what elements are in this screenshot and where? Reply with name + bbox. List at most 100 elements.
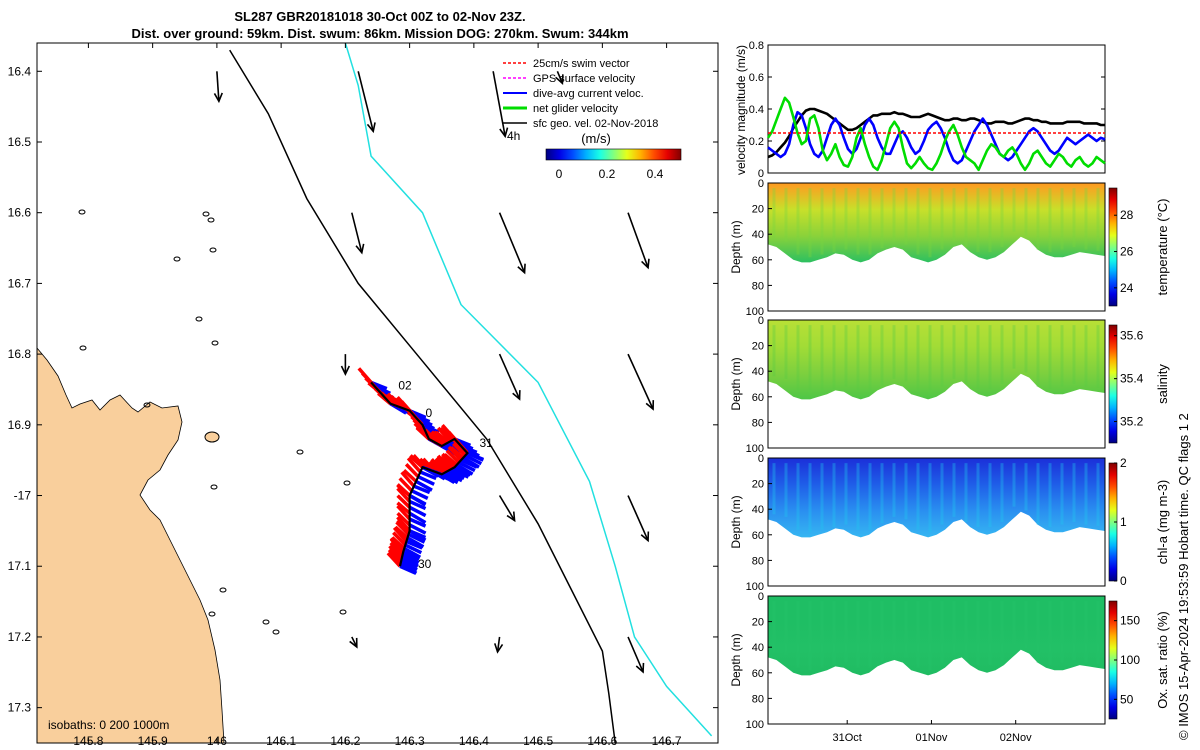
section-frame [767, 319, 1106, 449]
glider-track-group: 30 31 0 02 [357, 367, 493, 575]
sfc-geo-vector-shaft [496, 636, 501, 653]
colorbar-tick-02: 0.2 [599, 167, 616, 181]
section-x-tick-label: 31Oct [833, 732, 862, 744]
map-x-tick-label: 146 [207, 734, 227, 748]
swim-vector [430, 458, 446, 475]
sfc-geo-vector [492, 71, 509, 139]
map-colorbar: (m/s) 0 0.2 0.4 [545, 131, 682, 181]
section-y-tick-label: 0 [758, 315, 764, 327]
sfc-geo-vector-shaft [351, 212, 363, 253]
dive-avg-vector [408, 511, 427, 525]
sfc-geo-vector-shaft [216, 71, 220, 102]
reef-outline [207, 217, 215, 223]
dive-avg-vector [403, 547, 422, 559]
reef-outline [219, 587, 227, 593]
dive-avg-vector [408, 517, 427, 528]
map-x-tick-label: 146.5 [523, 734, 553, 748]
sfc-geo-vector-shaft [351, 636, 358, 648]
sfc-geo-vector-head [512, 390, 521, 401]
dive-avg-vector [411, 489, 429, 500]
section-colorbar-tick-label: 35.4 [1120, 372, 1144, 386]
section-y-tick-label: 0 [758, 178, 764, 190]
velocity-y-tick-label: 0 [758, 168, 764, 180]
map-x-tick-label: 146.3 [395, 734, 425, 748]
velocity-series-line [767, 110, 1106, 165]
sfc-geo-vector [498, 353, 521, 401]
section-y-tick-label: 60 [752, 530, 764, 542]
velocity-y-label: velocity magnitude (m/s) [734, 45, 748, 175]
dive-avg-vector [408, 494, 427, 507]
sfc-geo-vector-head [506, 511, 516, 523]
map-y-tick-label: 16.9 [8, 418, 32, 432]
section-data-field [768, 458, 1105, 538]
dive-avg-vector [400, 557, 419, 568]
swim-vector [395, 520, 410, 536]
dive-avg-vector [400, 559, 418, 572]
reef-outline [272, 629, 280, 635]
swim-vector [389, 537, 405, 554]
map-x-tick-label: 145.8 [73, 734, 103, 748]
sfc-geo-vector-shaft [627, 353, 654, 410]
sfc-geo-vector-head [641, 258, 650, 270]
section-y-tick-label: 20 [752, 341, 764, 353]
section-panel-3: 0 20 40 60 80 100 Depth (m) 0 1 2 chl-a (mg m-3) [729, 453, 1170, 593]
swim-vector [392, 531, 407, 547]
reef-outline [78, 209, 86, 215]
swim-vector [406, 457, 422, 474]
sfc-geo-vector-shaft [492, 71, 506, 137]
section-y-tick-label: 80 [752, 555, 764, 567]
section-y-tick-label: 60 [752, 392, 764, 404]
section-y-label: Depth (m) [729, 495, 743, 548]
swim-vector [404, 463, 420, 478]
section-colorbar-tick-label: 28 [1120, 208, 1134, 222]
sfc-geo-vector [627, 495, 650, 543]
sfc-geo-vector-shaft [556, 70, 564, 84]
reef-outline [343, 480, 351, 486]
title-line-2: Dist. over ground: 59km. Dist. swum: 86k… [131, 26, 629, 41]
map-x-tick-label: 146.6 [587, 734, 617, 748]
velocity-y-tick-label: 0.4 [749, 104, 764, 116]
legend-net-label: net glider velocity [533, 103, 618, 115]
sfc-geo-vector [351, 212, 365, 255]
velocity-series-group [766, 96, 1106, 172]
swim-vector [434, 457, 450, 472]
sfc-geo-vector [555, 70, 564, 85]
section-y-tick-label: 100 [746, 719, 764, 731]
map-axis-ticks: 145.8 145.9 146 146.1 146.2 146.3 146.4 146.5 14… [8, 43, 718, 748]
section-y-tick-label: 40 [752, 366, 764, 378]
swim-vector [402, 469, 418, 483]
section-data-field [768, 596, 1105, 676]
swim-vector [445, 449, 461, 464]
dive-avg-vector [399, 564, 417, 575]
sfc-geo-vector-head [493, 643, 504, 654]
dive-avg-vector [449, 467, 467, 478]
land-polygon [36, 346, 225, 744]
dive-avg-vector [408, 529, 427, 540]
sfc-geo-vector-head [340, 365, 351, 376]
reef-outline [211, 340, 219, 346]
section-frame [767, 457, 1106, 587]
legend-4h-label: 4h [507, 129, 520, 143]
isobath-legend-label: isobaths: 0 200 1000m [48, 718, 169, 732]
track-day-label: 31 [479, 436, 493, 450]
legend-gps-label: GPS surface velocity [533, 73, 636, 85]
colorbar-unit-label: (m/s) [581, 131, 611, 146]
section-colorbar-label: salinity [1155, 364, 1170, 404]
colorbar-tick-04: 0.4 [647, 167, 664, 181]
reef-outline [208, 611, 216, 617]
map-frame [36, 42, 719, 744]
section-frame [767, 182, 1106, 312]
velocity-y-tick-label: 0.6 [749, 72, 764, 84]
swim-vector [452, 442, 467, 457]
sfc-geo-vector [498, 495, 516, 523]
sfc-geo-vector-head [640, 531, 650, 543]
sfc-geo-vector [213, 71, 223, 104]
island-outline [204, 431, 220, 443]
swim-vector [396, 501, 411, 515]
sfc-geo-vector-head [366, 122, 376, 134]
sfc-geo-vector [340, 354, 351, 376]
section-colorbar-label: temperature (°C) [1155, 199, 1170, 296]
